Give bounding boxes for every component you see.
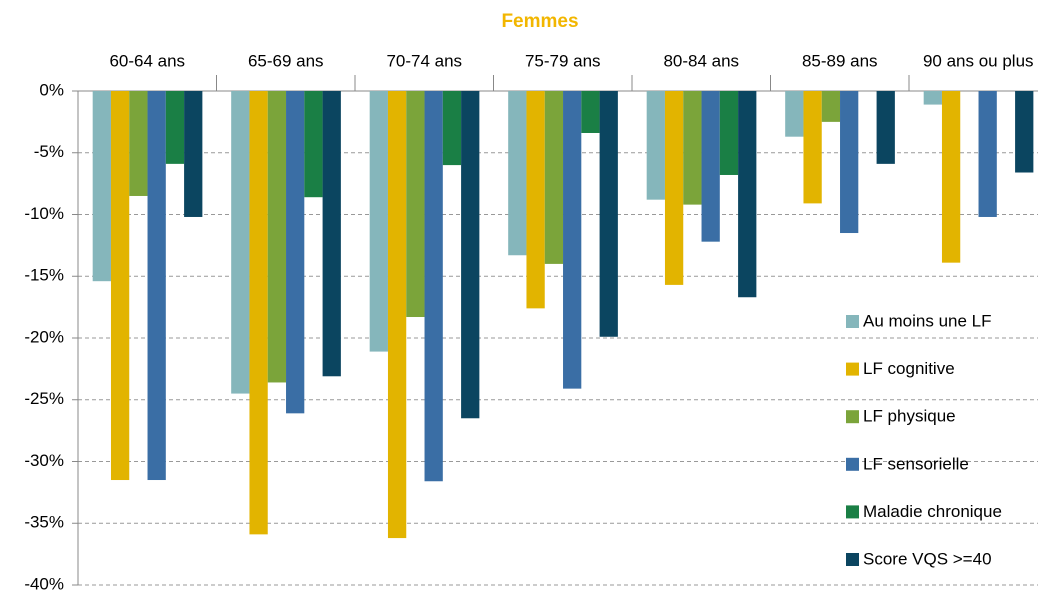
bar xyxy=(165,91,185,164)
bar xyxy=(508,91,527,256)
x-tick-label: 85-89 ans xyxy=(802,51,878,70)
legend-swatch xyxy=(846,362,859,376)
x-tick-label: 65-69 ans xyxy=(248,51,324,70)
y-tick-label: -40% xyxy=(24,574,64,592)
bar xyxy=(184,91,203,217)
x-tick-label: 90 ans ou plus xyxy=(923,51,1034,70)
bar xyxy=(978,91,997,217)
legend-label: Maladie chronique xyxy=(863,502,1002,521)
y-tick-label: -20% xyxy=(24,327,64,346)
x-tick-label: 70-74 ans xyxy=(386,51,462,70)
bar xyxy=(406,91,425,318)
bar xyxy=(147,91,166,481)
bar xyxy=(110,91,130,481)
bar xyxy=(803,91,822,204)
legend-label: LF sensorielle xyxy=(863,454,969,473)
bar xyxy=(821,91,841,122)
legend-swatch xyxy=(846,315,859,328)
legend-label: LF cognitive xyxy=(863,359,955,378)
y-tick-label: -5% xyxy=(34,142,64,161)
bar xyxy=(526,91,545,309)
bar xyxy=(664,91,684,285)
bar xyxy=(461,91,480,419)
legend-swatch xyxy=(846,457,859,471)
legend-label: Au moins une LF xyxy=(863,311,992,330)
bar xyxy=(581,91,600,133)
bar xyxy=(129,91,148,196)
y-tick-label: -15% xyxy=(24,266,64,285)
bar xyxy=(683,91,702,205)
y-tick-label: -25% xyxy=(24,389,64,408)
legend-label: LF physique xyxy=(863,407,956,426)
chart-title: Femmes xyxy=(501,11,578,32)
bar xyxy=(701,91,720,242)
bar xyxy=(249,91,268,535)
bar xyxy=(286,91,305,414)
bar xyxy=(424,91,443,482)
bar xyxy=(92,91,111,282)
bar xyxy=(785,91,804,137)
bar xyxy=(322,91,341,377)
bar xyxy=(304,91,323,198)
bar xyxy=(738,91,757,298)
x-tick-label: 75-79 ans xyxy=(525,51,601,70)
bar xyxy=(876,91,895,164)
bar xyxy=(563,91,582,389)
y-tick-label: -10% xyxy=(24,204,64,223)
bar xyxy=(840,91,859,234)
bar xyxy=(231,91,250,394)
legend-swatch xyxy=(846,410,859,424)
x-tick-label: 80-84 ans xyxy=(663,51,739,70)
bar xyxy=(923,91,942,105)
bar xyxy=(941,91,961,263)
x-tick-label: 60-64 ans xyxy=(109,51,185,70)
bar xyxy=(646,91,665,200)
legend-swatch xyxy=(846,553,859,566)
bar xyxy=(267,91,287,383)
legend-label: Score VQS >=40 xyxy=(863,549,992,568)
bar xyxy=(719,91,739,175)
y-tick-label: -35% xyxy=(24,513,64,532)
bar xyxy=(369,91,388,352)
y-tick-label: -30% xyxy=(24,451,64,470)
bar xyxy=(599,91,618,337)
y-tick-label: 0% xyxy=(39,80,64,99)
bar xyxy=(442,91,462,166)
bar xyxy=(544,91,564,264)
bar xyxy=(1015,91,1034,173)
bar xyxy=(387,91,407,539)
legend-swatch xyxy=(846,505,859,519)
